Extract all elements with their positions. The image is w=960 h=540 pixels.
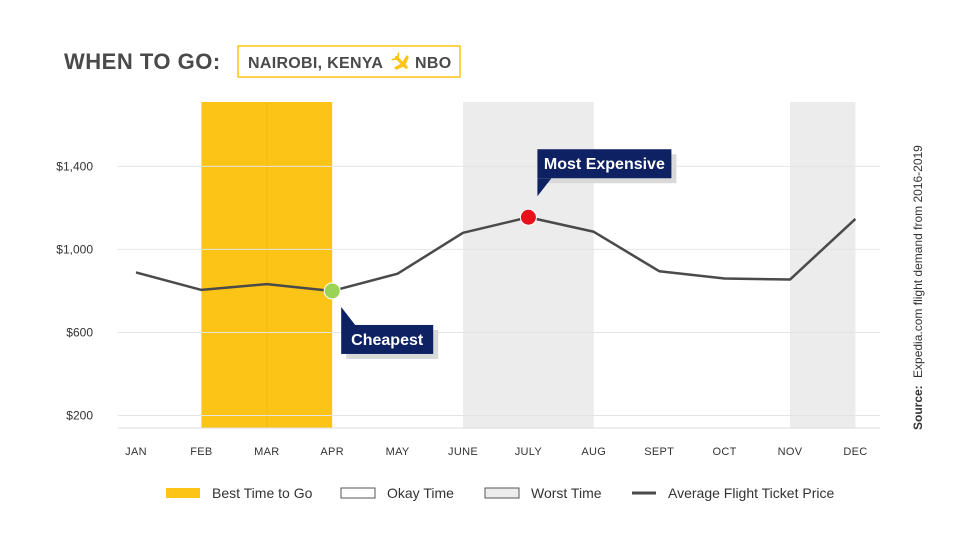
legend-label: Okay Time (387, 485, 454, 501)
cheapest-dot-marker (323, 282, 341, 300)
expensive-dot-marker (519, 208, 537, 226)
x-tick-label: APR (320, 446, 344, 458)
callout-pointer (537, 178, 552, 197)
legend-swatch-worst (484, 487, 520, 499)
legend-label: Average Flight Ticket Price (668, 485, 834, 501)
x-axis-ticks: JAN FEB MAR APR MAY JUNE JULY AUG SEPT OCT NOV DEC (125, 446, 867, 458)
source-note: Source: Expedia.com flight demand from 2… (911, 145, 925, 430)
airport-code: NBO (415, 55, 451, 72)
x-tick-label: JAN (125, 446, 147, 458)
callout-label: Most Expensive (544, 156, 665, 173)
annotations: Cheapest Most Expensive (323, 149, 677, 359)
y-tick-label: $1,000 (56, 242, 93, 256)
x-tick-label: SEPT (644, 446, 674, 458)
x-tick-label: AUG (581, 446, 606, 458)
x-tick-label: FEB (190, 446, 212, 458)
most-expensive-callout: Most Expensive (537, 149, 677, 197)
legend-label: Worst Time (531, 485, 602, 501)
callout-box (341, 324, 434, 354)
x-tick-label: JULY (515, 446, 543, 458)
y-axis-ticks: $200 $600 $1,000 $1,400 (56, 159, 93, 422)
gridlines (118, 165, 880, 429)
callout-label: Cheapest (351, 332, 424, 349)
x-tick-label: MAR (254, 446, 279, 458)
legend: Best Time to Go Okay Time Worst Time Averag… (166, 485, 834, 501)
destination-box (237, 45, 461, 78)
legend-label: Best Time to Go (212, 485, 313, 501)
source-text: Expedia.com flight demand from 2016-2019 (911, 145, 925, 378)
x-tick-label: NOV (778, 446, 803, 458)
chart-title: WHEN TO GO: (64, 49, 221, 74)
legend-swatch-okay (340, 487, 376, 499)
source-prefix: Source: (911, 385, 925, 430)
callout-box (537, 149, 672, 179)
price-line (135, 215, 857, 293)
season-bands (201, 102, 856, 428)
airplane-icon (391, 52, 409, 70)
x-tick-label: MAY (386, 446, 410, 458)
callout-pointer (341, 306, 356, 325)
x-tick-label: JUNE (448, 446, 478, 458)
worst-time-band-2 (790, 102, 856, 428)
x-tick-label: DEC (843, 446, 867, 458)
price-series (135, 215, 857, 293)
legend-swatch-best (166, 488, 200, 498)
x-tick-label: OCT (713, 446, 737, 458)
destination-label: NAIROBI, KENYA (248, 55, 383, 72)
cheapest-callout: Cheapest (341, 306, 439, 359)
y-tick-label: $200 (66, 409, 93, 423)
y-tick-label: $600 (66, 325, 93, 339)
y-tick-label: $1,400 (56, 159, 93, 173)
